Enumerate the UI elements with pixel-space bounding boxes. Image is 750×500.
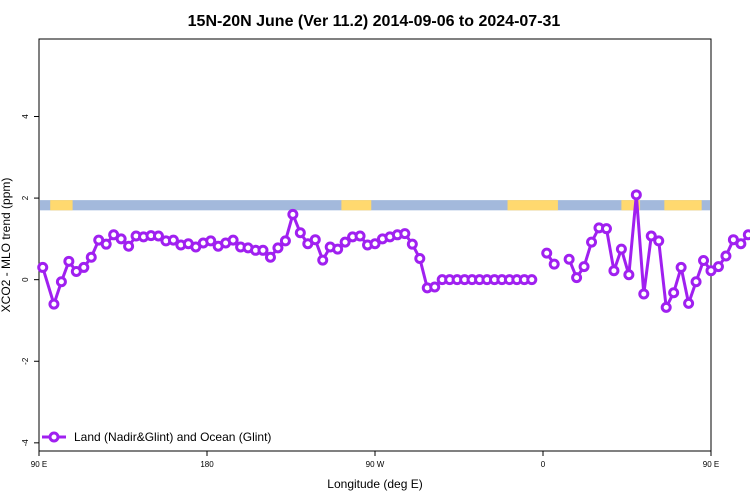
x-axis-ticks: 90 E 180 90 W 0 90 E (31, 451, 719, 469)
series-line-0-2 (567, 193, 750, 309)
x-tick-label-0: 90 E (31, 460, 47, 469)
land-ocean-band (40, 200, 710, 211)
data-point-2-9 (630, 189, 642, 201)
data-point-2-2 (578, 261, 590, 273)
data-point-0-17 (167, 234, 179, 246)
data-point-2-14 (668, 287, 680, 299)
data-point-0-34 (294, 227, 306, 239)
x-axis-label: Longitude (deg E) (327, 477, 422, 491)
series-line-0-0 (41, 212, 532, 306)
legend-marker-swatch (48, 431, 60, 443)
data-point-0-30 (264, 251, 276, 263)
data-point-2-10 (638, 288, 650, 300)
data-point-0-25 (227, 234, 239, 246)
data-point-2-11 (645, 230, 657, 242)
y-tick-label-3: 2 (21, 195, 30, 200)
data-point-0-36 (309, 234, 321, 246)
legend-label: Land (Nadir&Glint) and Ocean (Glint) (74, 430, 271, 444)
data-point-0-10 (115, 233, 127, 245)
y-axis-label: XCO2 - MLO trend (ppm) (0, 178, 13, 313)
data-point-2-12 (653, 235, 665, 247)
data-point-1-1 (548, 258, 560, 270)
data-point-0-22 (205, 235, 217, 247)
land-segment-2 (507, 200, 558, 211)
y-tick-label-2: 0 (21, 277, 30, 282)
data-point-2-24 (742, 229, 750, 241)
data-point-2-23 (735, 238, 747, 250)
data-point-0-32 (279, 235, 291, 247)
data-point-0-8 (100, 238, 112, 250)
data-point-2-0 (563, 253, 575, 265)
data-point-0-1 (48, 298, 60, 310)
data-point-2-6 (608, 265, 620, 277)
land-segment-3 (621, 200, 641, 211)
data-point-2-18 (698, 255, 710, 267)
data-point-0-0 (37, 261, 49, 273)
series-layer (37, 189, 750, 313)
data-point-0-49 (406, 238, 418, 250)
legend: Land (Nadir&Glint) and Ocean (Glint) (42, 430, 271, 444)
data-point-1-0 (541, 247, 553, 259)
data-point-0-5 (78, 261, 90, 273)
data-point-2-17 (690, 276, 702, 288)
data-point-0-6 (85, 251, 97, 263)
data-point-0-33 (287, 208, 299, 220)
x-tick-label-2: 90 W (366, 460, 385, 469)
data-point-2-5 (600, 223, 612, 235)
data-point-2-3 (586, 236, 598, 248)
data-point-0-50 (414, 252, 426, 264)
data-point-2-13 (660, 301, 672, 313)
data-point-2-15 (675, 261, 687, 273)
data-point-0-37 (317, 254, 329, 266)
x-tick-label-4: 90 E (703, 460, 719, 469)
data-point-2-16 (683, 297, 695, 309)
data-point-0-48 (399, 228, 411, 240)
data-point-0-31 (272, 242, 284, 254)
data-point-0-65 (526, 274, 538, 286)
x-tick-label-3: 0 (541, 460, 546, 469)
chart-title: 15N-20N June (Ver 11.2) 2014-09-06 to 20… (188, 13, 561, 30)
data-point-2-20 (712, 261, 724, 273)
land-segment-1 (341, 200, 372, 211)
data-point-2-7 (615, 243, 627, 255)
data-point-0-39 (332, 243, 344, 255)
y-tick-label-4: 4 (21, 114, 30, 119)
data-point-0-52 (429, 281, 441, 293)
x-tick-label-1: 180 (200, 460, 214, 469)
y-tick-label-1: -2 (21, 357, 30, 365)
data-point-2-8 (623, 269, 635, 281)
data-point-0-44 (369, 238, 381, 250)
data-point-0-2 (55, 276, 67, 288)
data-point-2-21 (720, 250, 732, 262)
ocean-band (40, 200, 710, 211)
data-point-0-3 (63, 255, 75, 267)
data-point-0-42 (354, 230, 366, 242)
land-segment-4 (664, 200, 702, 211)
data-point-0-40 (339, 236, 351, 248)
y-tick-label-0: -4 (21, 439, 30, 447)
data-point-0-11 (123, 240, 135, 252)
y-axis-ticks: -4 -2 0 2 4 (21, 114, 39, 447)
land-segment-0 (50, 200, 73, 211)
data-point-0-15 (152, 230, 164, 242)
data-point-0-29 (257, 244, 269, 256)
data-point-2-1 (571, 272, 583, 284)
